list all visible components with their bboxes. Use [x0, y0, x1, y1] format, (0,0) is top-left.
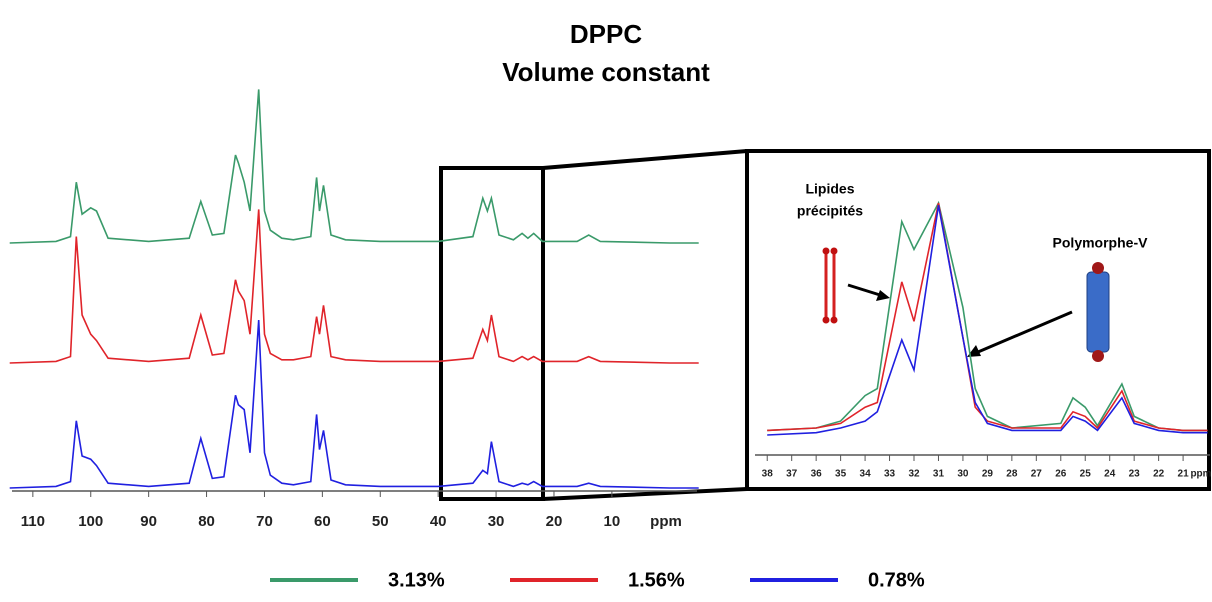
x-axis-label: ppm [650, 513, 682, 530]
x-tick-label: 32 [908, 469, 920, 480]
zoom-frame [439, 149, 1211, 501]
x-tick-label: 38 [762, 469, 774, 480]
x-tick-label: 70 [256, 513, 273, 530]
spectrum-line [767, 200, 1208, 432]
x-axis-label: ppm [1190, 469, 1211, 480]
legend-label: 1.56% [628, 569, 685, 591]
x-tick-label: 20 [546, 513, 563, 530]
x-tick-label: 25 [1080, 469, 1092, 480]
x-tick-label: 90 [140, 513, 157, 530]
x-tick-label: 21 [1178, 469, 1190, 480]
x-tick-label: 10 [604, 513, 621, 530]
x-tick-label: 28 [1006, 469, 1018, 480]
x-tick-label: 50 [372, 513, 389, 530]
spectrum-line [9, 209, 699, 364]
annotation: Lipides [805, 181, 854, 197]
x-tick-label: 36 [811, 469, 823, 480]
spectrum-line [767, 205, 1208, 436]
legend-label: 3.13% [388, 569, 445, 591]
x-tick-label: 26 [1055, 469, 1067, 480]
x-tick-label: 60 [314, 513, 331, 530]
x-tick-label: 80 [198, 513, 215, 530]
x-tick-label: 30 [488, 513, 505, 530]
x-tick-label: 30 [957, 469, 969, 480]
arrows [847, 283, 1073, 357]
x-tick-label: 35 [835, 469, 847, 480]
annotation: Polymorphe-V [1053, 235, 1149, 251]
x-tick-label: 31 [933, 469, 945, 480]
x-tick-label: 100 [78, 513, 103, 530]
x-tick-label: 33 [884, 469, 896, 480]
x-tick-label: 24 [1104, 469, 1116, 480]
x-tick-label: 40 [430, 513, 447, 530]
x-tick-label: 27 [1031, 469, 1043, 480]
polymorph-icon [1086, 262, 1110, 362]
spectrum-line [9, 319, 699, 489]
x-tick-label: 22 [1153, 469, 1165, 480]
legend-label: 0.78% [868, 569, 925, 591]
lipid-icon [822, 247, 838, 324]
x-tick-label: 110 [21, 513, 45, 530]
x-tick-label: 29 [982, 469, 994, 480]
spectrum-line [767, 202, 1208, 432]
x-tick-label: 37 [786, 469, 798, 480]
subtitle: Volume constant [502, 57, 710, 87]
x-tick-label: 34 [860, 469, 872, 480]
x-tick-label: 23 [1129, 469, 1141, 480]
spectrum-line [9, 89, 699, 244]
title: DPPC [570, 19, 642, 49]
annotation: précipités [797, 203, 863, 219]
